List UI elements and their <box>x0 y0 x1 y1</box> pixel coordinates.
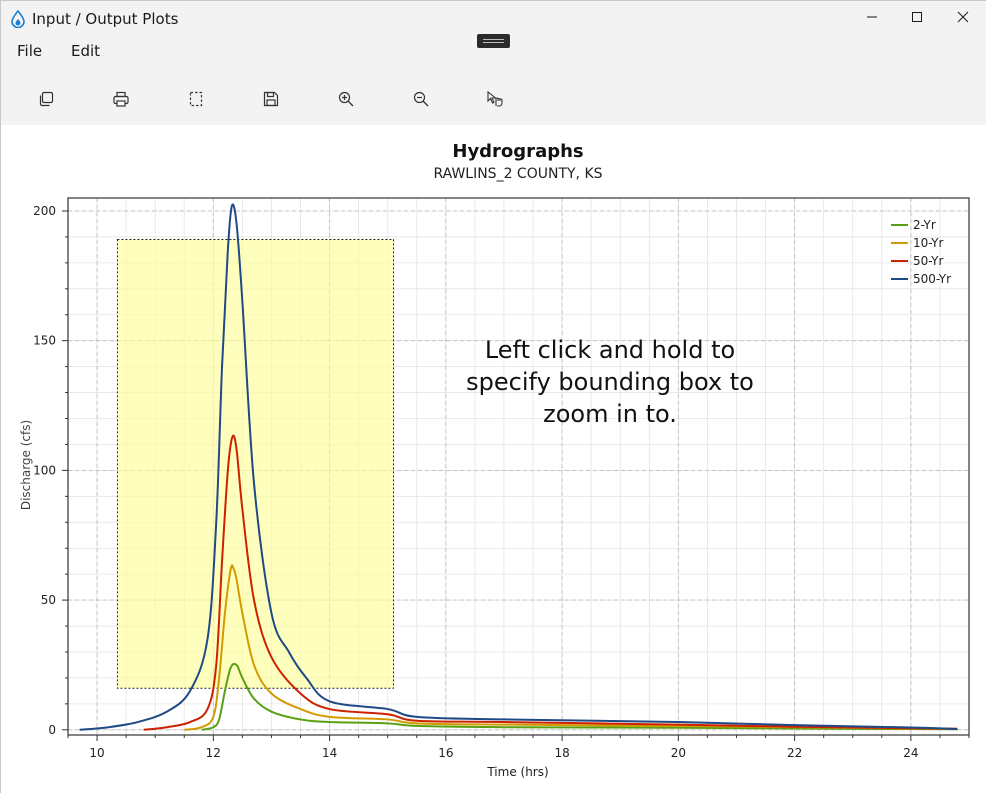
hydrograph-chart[interactable]: Hydrographs RAWLINS_2 COUNTY, KS 10 12 14 1… <box>1 125 986 794</box>
x-axis-label: Time (hrs) <box>486 765 548 779</box>
copy-icon <box>39 91 54 107</box>
window-title: Input / Output Plots <box>32 10 179 28</box>
save-button[interactable] <box>259 87 283 111</box>
plot-area[interactable]: Hydrographs RAWLINS_2 COUNTY, KS 10 12 14 1… <box>1 125 986 794</box>
zoom-instructions: Left click and hold to specify bounding … <box>466 336 754 428</box>
select-area-icon <box>189 91 203 107</box>
menu-edit[interactable]: Edit <box>71 42 101 60</box>
legend-label: 10-Yr <box>913 236 944 250</box>
zoom-in-icon <box>338 91 354 107</box>
axis-ticks: 10 12 14 16 18 20 22 24 0 50 100 150 200 <box>33 204 970 760</box>
x-tick-label: 22 <box>787 746 802 760</box>
x-tick-label: 10 <box>89 746 104 760</box>
y-tick-label: 200 <box>33 204 56 218</box>
y-tick-label: 100 <box>33 463 56 477</box>
x-tick-label: 24 <box>903 746 918 760</box>
zoom-out-button[interactable] <box>409 87 433 111</box>
zoom-in-button[interactable] <box>334 87 358 111</box>
copy-button[interactable] <box>34 87 58 111</box>
series-line-50-yr <box>143 434 958 731</box>
title-bar[interactable]: Input / Output Plots <box>1 1 986 37</box>
x-tick-label: 20 <box>671 746 686 760</box>
y-tick-label: 50 <box>41 593 56 607</box>
zoom-selection-rect <box>116 239 395 689</box>
save-icon <box>263 91 279 107</box>
series-line-2-yr <box>201 662 958 731</box>
chart-subtitle: RAWLINS_2 COUNTY, KS <box>433 166 602 182</box>
minimize-button[interactable] <box>849 1 895 33</box>
plot-frame <box>67 197 970 736</box>
series-line-10-yr <box>184 564 958 731</box>
legend-label: 50-Yr <box>913 254 944 268</box>
series-lines <box>79 203 958 731</box>
select-area-button[interactable] <box>184 87 208 111</box>
zoom-instructions-line-3: zoom in to. <box>543 400 677 428</box>
y-axis-label: Discharge (cfs) <box>19 420 33 510</box>
y-tick-label: 150 <box>33 334 56 348</box>
minimize-icon <box>867 16 877 18</box>
x-tick-label: 18 <box>554 746 569 760</box>
selection-box <box>116 239 395 689</box>
x-tick-label: 12 <box>206 746 221 760</box>
print-icon <box>113 91 129 107</box>
y-tick-label: 0 <box>48 723 56 737</box>
legend-label: 500-Yr <box>913 272 951 286</box>
water-drop-icon <box>9 9 27 29</box>
x-tick-label: 14 <box>322 746 337 760</box>
toolbar <box>1 67 986 125</box>
pointer-hand-icon <box>487 90 503 107</box>
series-line-500-yr <box>79 203 958 731</box>
legend: 2-Yr 10-Yr 50-Yr 500-Yr <box>891 218 951 286</box>
close-icon <box>957 11 969 23</box>
x-tick-label: 16 <box>438 746 453 760</box>
legend-label: 2-Yr <box>913 218 936 232</box>
chart-title: Hydrographs <box>452 141 583 162</box>
menu-file[interactable]: File <box>17 42 43 60</box>
zoom-out-icon <box>413 91 429 107</box>
drag-handle[interactable] <box>477 34 510 48</box>
print-button[interactable] <box>109 87 133 111</box>
zoom-instructions-line-2: specify bounding box to <box>466 368 754 396</box>
zoom-instructions-line-1: Left click and hold to <box>485 336 735 364</box>
pan-button[interactable] <box>484 87 508 111</box>
maximize-icon <box>912 12 922 22</box>
close-button[interactable] <box>940 1 986 33</box>
maximize-button[interactable] <box>894 1 940 33</box>
